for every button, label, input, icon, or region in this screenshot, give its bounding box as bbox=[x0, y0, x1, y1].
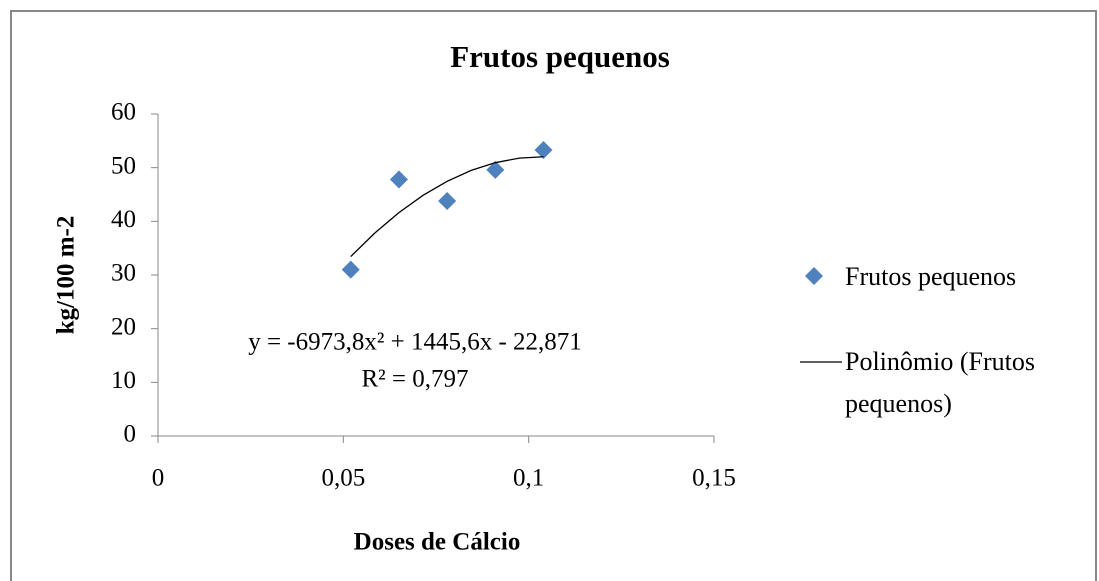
trendline bbox=[350, 156, 544, 258]
point bbox=[486, 160, 505, 179]
point bbox=[534, 140, 553, 159]
y-tick-label: 30 bbox=[111, 260, 136, 287]
legend-label: Frutos pequenos bbox=[845, 262, 1017, 291]
x-tick-label: 0,1 bbox=[513, 465, 544, 492]
equation: y = -6973,8x² + 1445,6x - 22,871 bbox=[248, 329, 582, 356]
y-tick-label: 20 bbox=[111, 313, 136, 340]
chart-title: Frutos pequenos bbox=[450, 39, 670, 74]
x-tick-label: 0,05 bbox=[321, 465, 365, 492]
y-tick-label: 60 bbox=[111, 99, 136, 126]
point bbox=[341, 260, 360, 279]
y-tick-label: 10 bbox=[111, 367, 136, 394]
y-tick-label: 50 bbox=[111, 152, 136, 179]
point bbox=[438, 191, 457, 210]
x-tick-label: 0,15 bbox=[692, 465, 736, 492]
y-axis-label: kg/100 m-2 bbox=[53, 216, 80, 335]
point bbox=[389, 170, 408, 189]
r-squared: R² = 0,797 bbox=[361, 366, 468, 393]
x-axis-label: Doses de Cálcio bbox=[354, 529, 521, 556]
legend-label: Polinômio (Frutos pequenos) bbox=[845, 347, 1035, 418]
chart-border bbox=[10, 10, 1097, 581]
x-tick-label: 0 bbox=[152, 465, 165, 492]
legend-marker bbox=[805, 267, 823, 285]
y-tick-label: 40 bbox=[111, 206, 136, 233]
y-tick-label: 0 bbox=[124, 421, 137, 448]
